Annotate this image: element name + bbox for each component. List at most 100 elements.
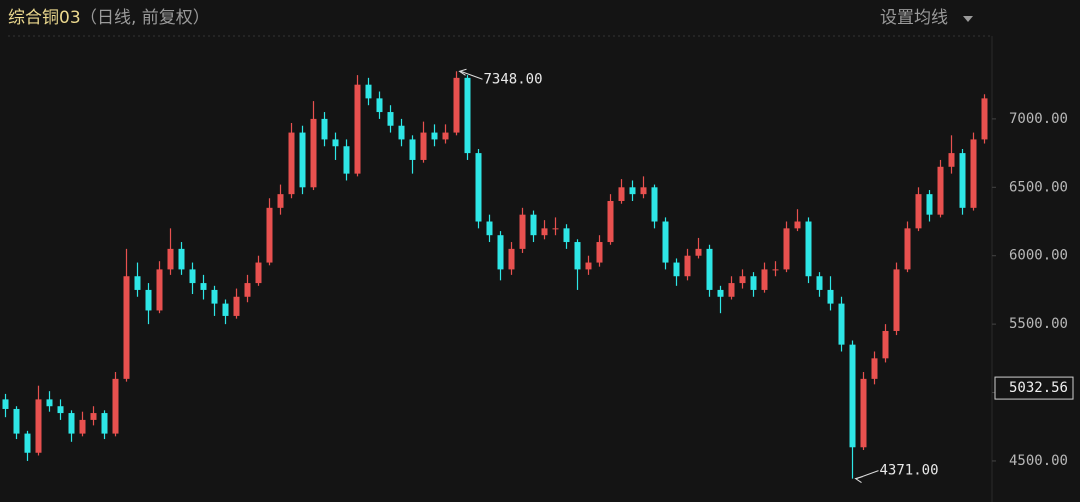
candle-body — [112, 378, 119, 434]
y-tick-label: 6000.00 — [1009, 248, 1068, 264]
dropdown-arrow[interactable] — [963, 16, 973, 22]
candle-body — [838, 303, 845, 345]
candle-body — [79, 419, 86, 434]
candle-body — [145, 289, 152, 311]
candle-body — [893, 269, 900, 331]
annotation-label: 7348.00 — [484, 71, 543, 87]
candle-body — [882, 330, 889, 359]
candle-body — [706, 248, 713, 290]
candle-body — [299, 132, 306, 188]
chart-mode: （日线, 前复权） — [80, 8, 210, 28]
candle-body — [871, 358, 878, 379]
candle-body — [563, 228, 570, 243]
candle-body — [442, 132, 449, 140]
price-label: 5032.56 — [1009, 380, 1068, 396]
candle-body — [530, 214, 537, 236]
candle-body — [233, 296, 240, 316]
y-tick-label: 7000.00 — [1009, 111, 1068, 127]
candle-body — [739, 276, 746, 284]
candle-body — [948, 153, 955, 167]
candle-body — [332, 139, 339, 147]
candle-body — [728, 283, 735, 297]
candle-body — [2, 399, 9, 409]
candle-body — [178, 248, 185, 270]
ma-settings-button[interactable]: 设置均线 — [880, 8, 973, 28]
candle-body — [926, 194, 933, 215]
annotation-arrowhead — [458, 68, 467, 76]
candle-body — [398, 125, 405, 140]
candle-body — [541, 228, 548, 236]
candle-body — [486, 221, 493, 236]
candle-body — [783, 228, 790, 270]
candle-body — [13, 408, 20, 434]
annotation-arrowhead — [854, 476, 863, 484]
candle-body — [552, 228, 559, 230]
annotation-arrow — [460, 70, 483, 80]
candle-body — [519, 214, 526, 249]
candle-body — [354, 84, 361, 174]
candle-body — [464, 77, 471, 154]
candle-body — [167, 248, 174, 270]
candle-body — [497, 235, 504, 270]
candle-body — [156, 269, 163, 311]
candle-body — [343, 146, 350, 174]
candle-body — [46, 399, 53, 407]
candle-body — [915, 194, 922, 229]
candle-body — [981, 98, 988, 140]
candle-body — [211, 289, 218, 304]
candle-body — [607, 200, 614, 243]
candle-body — [475, 153, 482, 222]
candle-body — [618, 187, 625, 201]
candle-body — [662, 221, 669, 263]
candle-body — [68, 413, 75, 434]
candle-body — [200, 283, 207, 290]
candle-body — [651, 187, 658, 222]
candle-body — [827, 289, 834, 304]
candle-body — [35, 399, 42, 453]
candle-body — [321, 118, 328, 140]
candle-body — [244, 283, 251, 297]
ma-button-label[interactable]: 设置均线 — [880, 8, 948, 28]
candle-body — [805, 221, 812, 277]
candle-body — [937, 166, 944, 215]
candle-body — [255, 262, 262, 284]
candle-body — [90, 413, 97, 420]
candle-body — [673, 262, 680, 277]
candle-body — [794, 221, 801, 229]
candle-body — [123, 276, 130, 379]
candle-body — [431, 132, 438, 140]
candle-body — [596, 242, 603, 263]
annotation-label: 4371.00 — [880, 463, 939, 479]
candle-body — [684, 255, 691, 277]
candle-body — [717, 289, 724, 297]
candle-body — [266, 207, 273, 263]
candle-body — [959, 153, 966, 208]
candle-body — [134, 276, 141, 290]
y-tick-label: 5500.00 — [1009, 316, 1068, 332]
y-tick-label: 6500.00 — [1009, 179, 1068, 195]
candle-body — [24, 433, 31, 453]
candle-body — [816, 276, 823, 290]
candle-body — [761, 269, 768, 290]
candle-body — [409, 139, 416, 160]
candle-body — [453, 77, 460, 133]
candle-body — [376, 98, 383, 113]
candle-body — [750, 276, 757, 290]
candle-body — [508, 248, 515, 270]
candle-body — [310, 118, 317, 188]
candle-body — [365, 84, 372, 99]
y-tick-label: 4500.00 — [1009, 453, 1068, 469]
candle-body — [288, 132, 295, 195]
candle-body — [277, 194, 284, 208]
candle-body — [640, 187, 647, 195]
candle-body — [57, 406, 64, 414]
candle-body — [222, 303, 229, 316]
candle-body — [387, 112, 394, 126]
candle-body — [189, 269, 196, 284]
candle-body — [695, 248, 702, 256]
candle-body — [860, 378, 867, 448]
candle-body — [904, 228, 911, 270]
candle-body — [772, 269, 779, 271]
